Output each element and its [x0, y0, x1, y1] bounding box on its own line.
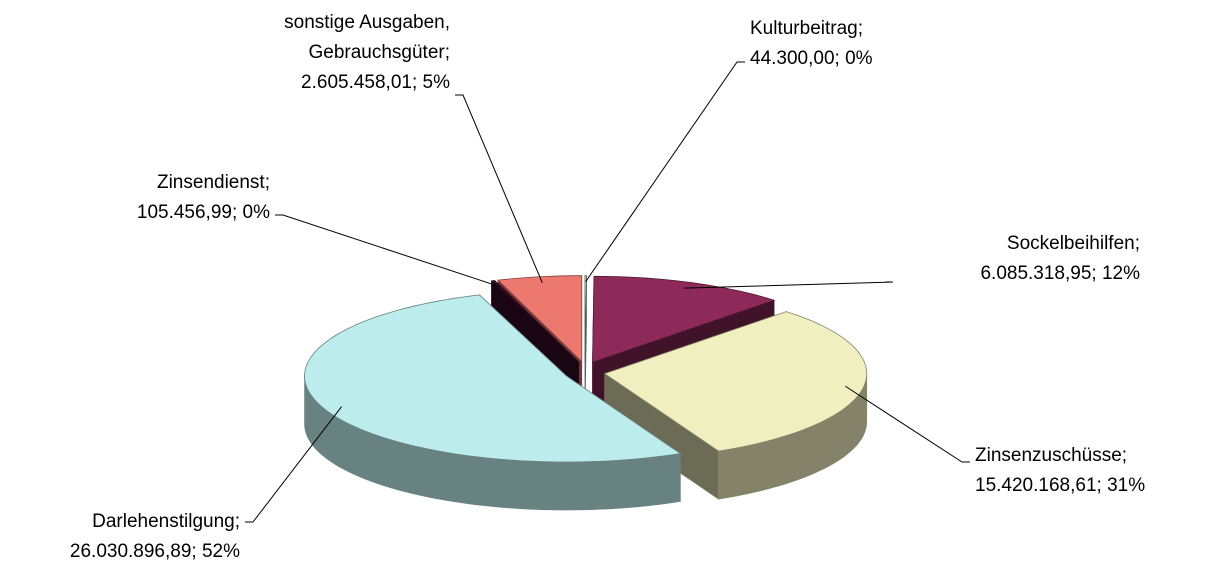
slice — [490, 280, 579, 363]
value-label: 44.300,00; 0% — [750, 48, 873, 69]
value-label: 15.420.168,61; 31% — [975, 475, 1146, 496]
leader-line — [455, 94, 543, 283]
slice — [592, 275, 776, 363]
data-label: Kulturbeitrag; 44.300,00; 0% — [750, 14, 873, 74]
category-label: Kulturbeitrag; — [750, 18, 864, 39]
category-label: sonstige Ausgaben, Gebrauchsgüter; — [284, 12, 450, 63]
value-label: 2.605.458,01; 5% — [301, 72, 450, 93]
data-label: Zinsendienst; 105.456,99; 0% — [137, 168, 270, 228]
category-label: Darlehenstilgung; — [92, 511, 240, 532]
leader-line — [585, 61, 745, 282]
value-label: 105.456,99; 0% — [136, 202, 270, 223]
leader-line — [275, 214, 500, 287]
category-label: Zinsenzuschüsse; — [975, 445, 1128, 466]
category-label: Zinsendienst; — [156, 172, 270, 193]
slice — [584, 275, 587, 362]
slice — [603, 311, 868, 452]
data-label: Sockelbeihilfen; 6.085.318,95; 12% — [980, 229, 1140, 289]
value-label: 26.030.896,89; 52% — [69, 541, 240, 561]
slice — [304, 294, 682, 463]
leader-line — [245, 406, 342, 523]
category-label: Sockelbeihilfen; — [1006, 233, 1140, 254]
data-label: Zinsenzuschüsse; 15.420.168,61; 31% — [975, 441, 1145, 501]
value-label: 6.085.318,95; 12% — [980, 263, 1140, 284]
leader-line — [684, 281, 894, 289]
leader-line — [845, 385, 970, 463]
data-label: Darlehenstilgung; 26.030.896,89; 52% — [70, 507, 240, 561]
data-label: sonstige Ausgaben, Gebrauchsgüter; 2.605.… — [284, 8, 450, 98]
